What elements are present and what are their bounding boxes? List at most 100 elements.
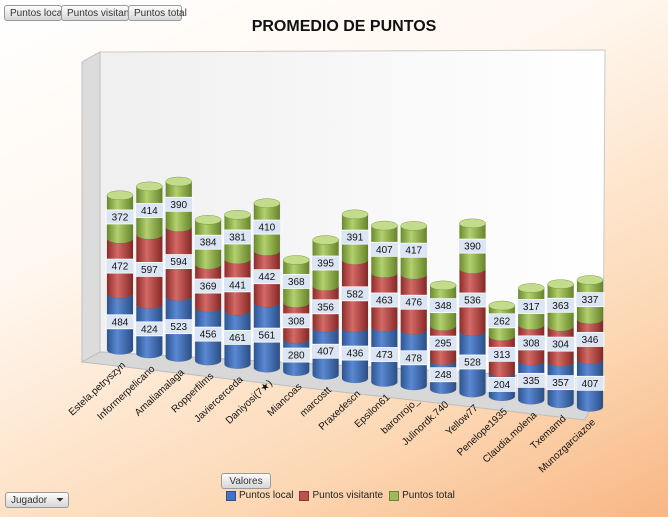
data-label-text: 463 xyxy=(376,295,393,306)
data-label-box xyxy=(223,277,252,293)
legend-swatch-visitante xyxy=(299,490,310,501)
data-label-text: 348 xyxy=(435,301,452,312)
data-label-total-epsilon61: 407 xyxy=(369,241,399,257)
data-label-text: 528 xyxy=(464,357,481,368)
data-label-local-claudia-molena: 335 xyxy=(516,372,546,388)
data-label-text: 478 xyxy=(405,353,422,364)
data-label-local-daniyosi-7: 561 xyxy=(252,327,282,343)
data-label-text: 248 xyxy=(435,370,452,381)
data-label-box xyxy=(134,203,164,218)
data-label-box xyxy=(281,313,311,329)
values-field-button[interactable]: Valores xyxy=(221,473,271,489)
x-tick-label-informerpelicano: Informerpelicano xyxy=(95,363,157,422)
data-label-visitante-marcostt: 356 xyxy=(311,299,341,315)
field-button-puntos-total[interactable]: Puntos total xyxy=(128,5,187,21)
data-label-local-marcostt: 407 xyxy=(311,343,341,359)
data-label-visitante-penelope1935: 313 xyxy=(487,346,517,362)
jugador-field-button[interactable]: Jugador ⏷ xyxy=(5,492,69,508)
data-label-box xyxy=(575,375,605,391)
data-label-local-baronrojo: 478 xyxy=(399,350,429,366)
bar-cap-penelope1935 xyxy=(488,300,516,311)
data-label-box xyxy=(193,234,223,250)
bar-cap-ropperfilms xyxy=(194,215,222,225)
data-label-box xyxy=(311,255,341,271)
data-label-visitante-praxedescn: 582 xyxy=(340,286,370,302)
data-label-text: 407 xyxy=(376,245,393,256)
bar-cap-amaliamalaga xyxy=(165,176,192,187)
data-label-visitante-daniyosi-7: 442 xyxy=(252,269,282,285)
data-label-text: 436 xyxy=(347,349,364,360)
data-label-total-marcostt: 395 xyxy=(311,255,341,271)
data-label-text: 363 xyxy=(552,301,569,312)
data-label-visitante-baronrojo: 476 xyxy=(399,294,429,310)
data-label-box xyxy=(281,274,311,289)
data-label-box xyxy=(399,242,429,258)
data-label-box xyxy=(458,292,487,308)
data-label-text: 295 xyxy=(435,339,452,350)
data-label-total-baronrojo: 417 xyxy=(399,242,429,258)
data-label-box xyxy=(340,229,370,245)
legend-item-visitante: Puntos visitante xyxy=(299,490,383,501)
data-label-box xyxy=(223,229,252,245)
data-label-box xyxy=(252,327,282,343)
data-label-text: 594 xyxy=(170,257,187,268)
bar-cap-estela-petryszyn xyxy=(106,190,134,201)
data-label-text: 414 xyxy=(141,206,158,217)
data-label-text: 391 xyxy=(347,233,364,244)
data-label-visitante-munozgarciazoe: 346 xyxy=(575,332,605,347)
data-label-box xyxy=(252,219,282,235)
bar-cap-informerpelicano xyxy=(136,181,163,192)
bar-cap-claudia-molena xyxy=(518,283,545,293)
data-label-total-munozgarciazoe: 337 xyxy=(575,292,605,308)
data-label-total-yellow77: 390 xyxy=(458,238,487,254)
data-label-box xyxy=(575,332,605,347)
chart-title: PROMEDIO DE PUNTOS xyxy=(251,18,437,35)
legend-label-visitante: Puntos visitante xyxy=(312,490,384,501)
data-label-local-amaliamalaga: 523 xyxy=(164,319,194,335)
data-label-text: 381 xyxy=(229,232,246,243)
funnel-icon[interactable]: ⏷ xyxy=(56,495,64,506)
data-label-box xyxy=(134,261,164,277)
data-label-text: 335 xyxy=(523,376,540,387)
data-label-text: 456 xyxy=(200,330,217,341)
data-label-box xyxy=(369,292,399,308)
data-label-text: 441 xyxy=(229,280,246,291)
data-label-box xyxy=(399,350,429,366)
bar-cap-praxedescn xyxy=(341,209,369,220)
data-label-local-javiercerceda: 461 xyxy=(223,329,252,345)
data-label-box xyxy=(105,258,135,274)
data-label-text: 304 xyxy=(552,340,569,351)
data-label-box xyxy=(223,329,252,345)
data-label-total-penelope1935: 262 xyxy=(487,313,517,329)
data-label-local-julinordk-740: 248 xyxy=(428,367,458,383)
data-label-text: 410 xyxy=(259,223,276,234)
data-label-local-estela-petryszyn: 484 xyxy=(105,314,135,330)
data-label-box xyxy=(575,292,605,308)
data-label-total-amaliamalaga: 390 xyxy=(164,196,194,212)
data-label-total-javiercerceda: 381 xyxy=(223,229,252,245)
data-label-box xyxy=(193,278,223,294)
data-label-visitante-yellow77: 536 xyxy=(458,292,487,308)
data-label-box xyxy=(340,286,370,302)
bar-cap-daniyosi-7 xyxy=(253,198,281,208)
data-label-visitante-miancoas: 308 xyxy=(281,313,311,329)
data-label-visitante-informerpelicano: 597 xyxy=(134,261,164,277)
data-label-box xyxy=(252,269,282,285)
data-label-box xyxy=(340,345,370,361)
legend-item-total: Puntos total xyxy=(389,490,455,501)
data-label-text: 313 xyxy=(494,350,511,361)
data-label-text: 472 xyxy=(112,262,129,273)
data-label-text: 262 xyxy=(494,316,511,327)
side-wall xyxy=(81,51,101,363)
data-label-box xyxy=(311,299,341,315)
data-label-text: 582 xyxy=(347,289,364,300)
data-label-local-penelope1935: 204 xyxy=(487,377,517,392)
data-label-text: 442 xyxy=(259,272,276,283)
data-label-text: 424 xyxy=(141,324,158,335)
data-label-text: 280 xyxy=(288,351,305,362)
data-label-text: 337 xyxy=(582,295,599,306)
x-tick-label-estela-petryszyn: Estela.petryszyn xyxy=(67,360,128,418)
data-label-text: 346 xyxy=(582,335,599,346)
data-label-text: 597 xyxy=(141,265,158,276)
